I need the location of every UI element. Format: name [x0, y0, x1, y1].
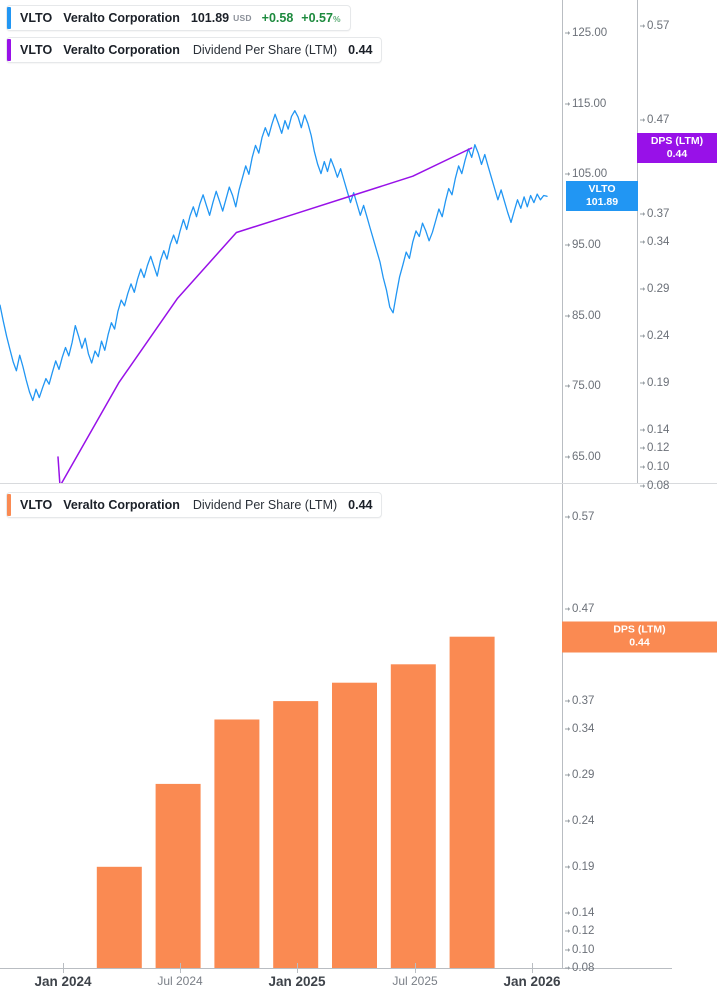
legend-dps-top[interactable]: VLTO Veralto Corporation Dividend Per Sh… [6, 37, 383, 63]
axis-tick-label: 0.12 [647, 442, 670, 455]
axis-tick-label: 105.00 [572, 168, 608, 181]
axis-tick-label: 0.47 [647, 113, 670, 126]
axis-tick-label: 0.29 [572, 768, 595, 781]
bar[interactable] [273, 701, 319, 968]
bar[interactable] [96, 866, 142, 968]
legend-dps-top-series: Dividend Per Share (LTM) [192, 43, 338, 57]
axis-tick-label: 0.37 [572, 695, 595, 708]
dps-bottom-axis-line [562, 484, 563, 968]
legend-dps-bottom-ticker: VLTO [20, 498, 53, 512]
legend-dps-top-ticker: VLTO [20, 43, 53, 57]
axis-divider [562, 483, 717, 484]
legend-dps-top-company: Veralto Corporation [63, 43, 180, 57]
axis-tick-label: 0.29 [647, 282, 670, 295]
price-line-series [0, 110, 548, 402]
legend-dps-bottom-value: 0.44 [348, 498, 373, 512]
bar[interactable] [449, 636, 495, 968]
legend-price-change-pct: +0.57% [301, 11, 341, 25]
price-chart-pane[interactable] [0, 0, 562, 483]
axis-tick-label: 0.34 [572, 722, 595, 735]
axis-tick-label: 0.12 [572, 925, 595, 938]
axis-tick-label: 0.19 [647, 376, 670, 389]
x-axis-tick-mark [415, 963, 416, 973]
price-chart-svg [0, 110, 548, 483]
dps-bar-svg [38, 636, 495, 969]
x-axis-tick-label: Jul 2024 [157, 974, 203, 988]
axis-tick-label: 75.00 [572, 380, 601, 393]
legend-dps-bottom[interactable]: VLTO Veralto Corporation Dividend Per Sh… [6, 492, 383, 518]
dps-top-value-tag-value: 0.44 [666, 148, 688, 161]
dps-top-axis-line [637, 0, 638, 483]
axis-tick-label: 0.08 [647, 480, 670, 492]
pane-divider [0, 483, 562, 484]
legend-price-color-swatch [7, 7, 11, 29]
x-axis-tick-mark [532, 963, 533, 973]
axis-tick-label: 95.00 [572, 239, 601, 251]
legend-price-ticker: VLTO [20, 11, 53, 25]
dps-bottom-value-tag-label: DPS (LTM) [613, 623, 666, 636]
axis-tick-label: 65.00 [572, 451, 601, 463]
axis-tick-label: 0.24 [572, 814, 595, 827]
axis-tick-label: 0.10 [647, 461, 670, 474]
percent-icon: % [332, 14, 341, 24]
axis-tick-label: 0.57 [647, 20, 670, 32]
axis-tick-label: 0.37 [647, 207, 670, 220]
legend-dps-bottom-color-swatch [7, 494, 11, 516]
legend-price-company: Veralto Corporation [63, 11, 180, 25]
axis-tick-label: 0.19 [572, 860, 595, 873]
x-axis-tick-mark [297, 963, 298, 973]
x-axis-tick-label: Jan 2025 [268, 974, 326, 989]
legend-dps-top-color-swatch [7, 39, 11, 61]
x-axis-line-extension [562, 968, 672, 969]
legend-dps-top-value: 0.44 [348, 43, 373, 57]
price-value-tag-label: VLTO [588, 183, 616, 196]
x-axis-tick-label: Jan 2026 [503, 974, 561, 989]
dps-bar-chart-pane[interactable] [0, 484, 562, 969]
axis-tick-label: 0.14 [572, 906, 595, 919]
dps-bottom-value-tag[interactable]: DPS (LTM) 0.44 [562, 621, 717, 653]
x-axis-line [0, 968, 562, 969]
legend-dps-bottom-series: Dividend Per Share (LTM) [192, 498, 338, 512]
axis-tick-label: 0.47 [572, 603, 595, 616]
price-value-tag[interactable]: VLTO 101.89 [566, 181, 638, 212]
legend-dps-bottom-company: Veralto Corporation [63, 498, 180, 512]
axis-tick-label: 0.10 [572, 943, 595, 956]
legend-price-change: +0.58 [261, 11, 294, 25]
x-axis-tick-label: Jul 2025 [392, 974, 438, 988]
dps-top-value-tag-label: DPS (LTM) [650, 135, 704, 148]
axis-tick-label: 0.14 [647, 423, 670, 436]
axis-tick-label: 125.00 [572, 27, 608, 39]
axis-tick-label: 115.00 [572, 97, 607, 110]
dps-bottom-value-tag-value: 0.44 [629, 636, 650, 649]
axis-tick-label: 85.00 [572, 309, 601, 322]
price-axis-line [562, 0, 563, 483]
legend-price-currency: USD [233, 13, 252, 23]
bar[interactable] [155, 783, 201, 968]
legend-price-value: 101.89 [190, 11, 230, 25]
axis-tick-label: 0.24 [647, 329, 670, 342]
axis-tick-label: 0.57 [572, 511, 595, 523]
price-value-tag-value: 101.89 [585, 196, 619, 209]
x-axis-tick-mark [63, 963, 64, 973]
bar[interactable] [214, 719, 260, 969]
x-axis-tick-mark [180, 963, 181, 973]
dps-top-value-tag[interactable]: DPS (LTM) 0.44 [637, 133, 717, 164]
legend-price[interactable]: VLTO Veralto Corporation 101.89 USD +0.5… [6, 5, 351, 31]
bar-group [38, 636, 495, 969]
x-axis-tick-label: Jan 2024 [34, 974, 92, 989]
axis-tick-label: 0.34 [647, 235, 670, 248]
axis-tick-label: 0.08 [572, 962, 595, 974]
bar[interactable] [332, 682, 377, 968]
bar[interactable] [390, 664, 436, 968]
dps-line-series [57, 147, 473, 483]
